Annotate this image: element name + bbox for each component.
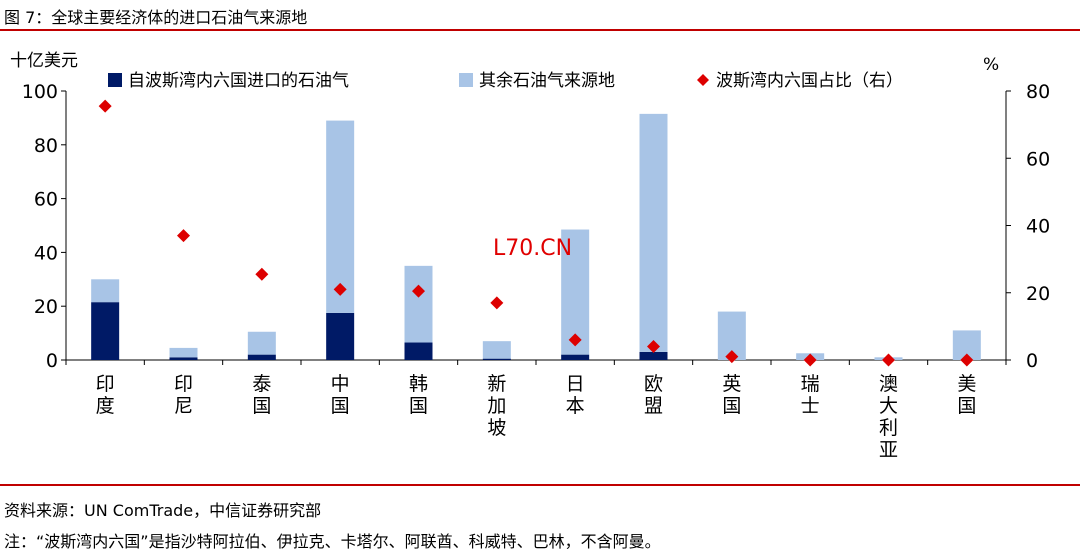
chart: 自波斯湾内六国进口的石油气 其余石油气来源地 波斯湾内六国占比（右） 十亿美元 … <box>10 51 1050 461</box>
category-label: 英国 <box>722 373 741 417</box>
share-marker <box>568 333 582 347</box>
bar-other <box>639 113 668 352</box>
right-tick-label: 40 <box>1026 216 1050 238</box>
share-marker <box>177 229 190 243</box>
share-marker <box>255 267 269 281</box>
category-label: 印尼 <box>174 373 193 417</box>
category-label: 欧盟 <box>644 373 663 417</box>
footer-rule <box>0 484 1080 486</box>
share-marker <box>725 350 739 364</box>
bar-other <box>169 347 198 358</box>
bar-other <box>326 120 355 313</box>
note-text: 注：“波斯湾内六国”是指沙特阿拉伯、伊拉克、卡塔尔、阿联酋、科威特、巴林，不含阿… <box>4 532 661 551</box>
left-tick-label: 100 <box>22 81 58 103</box>
legend-label-persian-gulf: 自波斯湾内六国进口的石油气 <box>128 71 349 91</box>
right-tick-label: 60 <box>1026 148 1050 170</box>
bar-other <box>91 279 120 303</box>
legend-label-other: 其余石油气来源地 <box>479 71 615 91</box>
share-marker <box>98 99 112 113</box>
category-label: 韩国 <box>409 373 428 417</box>
share-marker <box>412 284 425 298</box>
legend-marker-share <box>697 74 709 86</box>
legend-swatch-other <box>459 73 473 87</box>
left-axis-unit: 十亿美元 <box>10 51 78 71</box>
right-axis-unit: % <box>983 55 999 75</box>
right-tick-label: 20 <box>1026 283 1050 305</box>
watermark: L70.CN <box>493 236 572 261</box>
legend-swatch-persian-gulf <box>108 73 122 87</box>
category-label: 美国 <box>957 373 976 417</box>
category-label: 中国 <box>331 373 350 417</box>
left-tick-label: 80 <box>34 135 58 157</box>
right-tick-label: 80 <box>1026 81 1050 103</box>
left-tick-label: 40 <box>34 242 58 264</box>
share-marker <box>960 353 974 367</box>
left-tick-label: 20 <box>34 296 58 318</box>
category-labels: 印度 印尼 泰国 中国 韩国 新加坡 日本 欧盟 英国 瑞士 澳大利亚 美国 <box>96 373 977 461</box>
bar-other <box>404 265 433 343</box>
bar-persian-gulf <box>482 358 511 360</box>
legend: 自波斯湾内六国进口的石油气 其余石油气来源地 波斯湾内六国占比（右） <box>108 71 903 91</box>
bar-persian-gulf <box>91 302 120 360</box>
bars <box>91 113 981 360</box>
right-tick-label: 0 <box>1026 350 1038 372</box>
share-marker <box>647 340 660 354</box>
category-label: 日本 <box>566 373 585 417</box>
left-tick-label: 0 <box>46 350 58 372</box>
category-label: 澳大利亚 <box>879 373 898 461</box>
axes: 0 20 40 60 80 100 0 20 40 60 80 <box>22 81 1050 372</box>
category-label: 泰国 <box>252 373 271 417</box>
share-marker <box>803 353 817 367</box>
legend-label-share: 波斯湾内六国占比（右） <box>716 71 903 91</box>
bar-persian-gulf <box>639 351 668 360</box>
bar-persian-gulf <box>561 354 590 360</box>
bar-other <box>247 331 276 355</box>
bar-persian-gulf <box>326 312 355 360</box>
title-rule <box>0 29 1080 31</box>
bar-persian-gulf <box>404 342 433 360</box>
share-marker <box>882 353 895 367</box>
category-label: 新加坡 <box>487 373 506 439</box>
bar-persian-gulf <box>169 357 198 360</box>
share-markers <box>98 99 974 367</box>
category-label: 瑞士 <box>801 373 820 417</box>
category-label: 印度 <box>96 373 115 417</box>
share-marker <box>333 282 347 296</box>
source-text: 资料来源：UN ComTrade，中信证券研究部 <box>4 501 322 520</box>
bar-persian-gulf <box>247 354 276 360</box>
bar-other <box>482 341 511 359</box>
left-tick-label: 60 <box>34 189 58 211</box>
figure-title: 图 7：全球主要经济体的进口石油气来源地 <box>4 8 308 27</box>
share-marker <box>490 296 504 310</box>
